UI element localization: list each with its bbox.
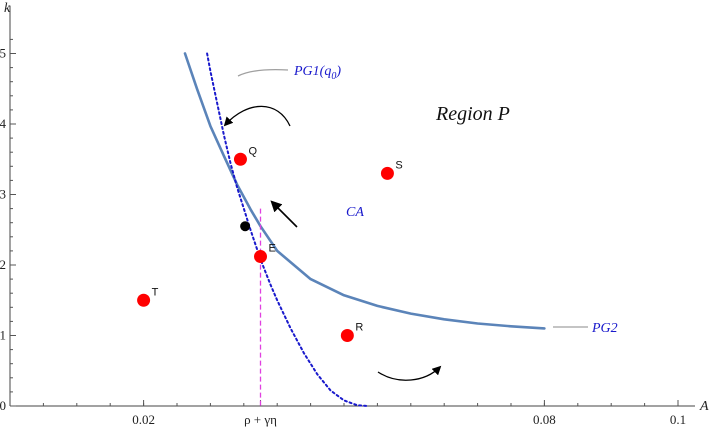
pg1-label: PG1(q0) [293,64,341,82]
x-axis-name: A [699,399,709,414]
series-pg2-line [183,52,546,330]
point-label-s: S [395,159,402,171]
y-tick-label: 1 [0,328,6,343]
region-p-label: Region P [435,103,510,125]
y-axis-name: k [4,1,11,16]
y-tick-label: 0 [0,398,6,413]
point-label-q: Q [248,145,257,157]
points-layer: E Q S T R [137,145,403,342]
point-r [340,329,354,342]
axes: 0 1 2 3 4 5 0.02 ρ + γη 0.08 0.1 Ak [0,1,709,427]
point-label-e: E [269,243,276,255]
pg2-label: PG2 [591,321,618,336]
x-tick-label: 0.1 [670,412,686,427]
point-s [380,166,394,180]
flow-arrow-lower-right [377,365,442,381]
x-tick-label: 0.02 [132,412,155,427]
point-label-r: R [355,322,363,334]
flow-arrow-upper-left [223,105,291,127]
series-layer [183,52,546,407]
point-label-t: T [152,286,159,298]
x-tick-label: 0.08 [533,412,556,427]
y-tick-label: 2 [0,257,6,272]
point-q [233,152,247,166]
extras-layer: PG1(q0) PG2 CA Region P [223,64,618,381]
x-tick-label: ρ + γη [244,412,277,427]
point-t [137,293,151,307]
flow-arrow-along-curve [270,200,298,228]
ca-label: CA [346,205,364,220]
y-tick-label: 3 [0,187,6,202]
black-point [240,221,251,232]
series-pg1-line [206,52,369,407]
pg1-leader-line [237,69,289,77]
point-e [254,250,267,264]
y-tick-label: 4 [0,116,7,131]
y-tick-label: 5 [0,46,6,61]
